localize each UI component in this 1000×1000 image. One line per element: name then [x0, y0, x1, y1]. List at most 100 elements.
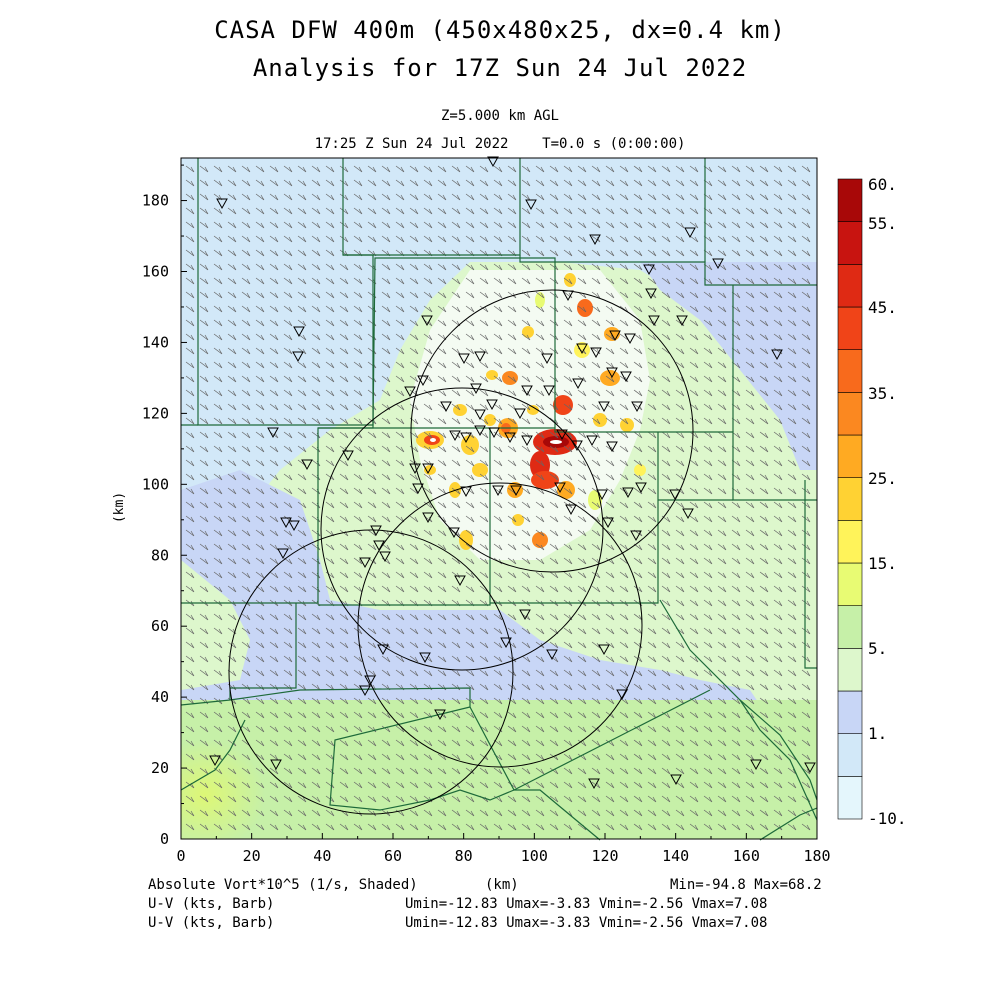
- wind-barb: [269, 389, 279, 397]
- wind-barb: [353, 487, 363, 495]
- wind-barb: [605, 165, 615, 173]
- wind-barb: [521, 753, 531, 761]
- wind-barb: [325, 809, 335, 817]
- wind-barb: [591, 459, 601, 467]
- wind-barb: [311, 263, 321, 271]
- wind-barb: [185, 487, 195, 495]
- wind-barb: [423, 445, 433, 453]
- wind-barb: [269, 571, 279, 579]
- wind-barb: [647, 193, 657, 201]
- wind-barb: [591, 823, 601, 831]
- wind-barb: [577, 473, 587, 481]
- wind-barb: [801, 361, 811, 369]
- wind-barb: [395, 627, 405, 635]
- wind-barb: [577, 557, 587, 565]
- wind-barb: [451, 823, 461, 831]
- wind-barb: [535, 543, 545, 551]
- station-marker: [606, 367, 618, 379]
- wind-barb: [549, 473, 559, 481]
- wind-barb: [451, 641, 461, 649]
- wind-barb: [549, 459, 559, 467]
- wind-barb: [717, 389, 727, 397]
- wind-barb: [689, 193, 699, 201]
- wind-barb: [535, 277, 545, 285]
- wind-barb: [787, 375, 797, 383]
- wind-barb: [647, 249, 657, 257]
- wind-barb: [339, 403, 349, 411]
- wind-barb: [619, 739, 629, 747]
- wind-barb: [717, 417, 727, 425]
- wind-barb: [185, 165, 195, 173]
- wind-barb: [367, 725, 377, 733]
- wind-barb: [633, 277, 643, 285]
- wind-barb: [633, 711, 643, 719]
- wind-barb: [381, 487, 391, 495]
- station-marker: [543, 385, 555, 397]
- wind-barb: [647, 739, 657, 747]
- wind-barb: [521, 725, 531, 733]
- wind-barb: [227, 207, 237, 215]
- wind-barb: [339, 767, 349, 775]
- wind-barb: [577, 277, 587, 285]
- wind-barb: [213, 613, 223, 621]
- wind-barb: [703, 767, 713, 775]
- wind-barb: [311, 277, 321, 285]
- wind-barb: [507, 557, 517, 565]
- wind-barb: [241, 641, 251, 649]
- wind-barb: [409, 781, 419, 789]
- wind-barb: [605, 459, 615, 467]
- wind-barb: [199, 235, 209, 243]
- wind-barb: [773, 781, 783, 789]
- wind-barb: [507, 515, 517, 523]
- wind-barb: [521, 403, 531, 411]
- station-marker: [616, 689, 628, 701]
- wind-barb: [703, 515, 713, 523]
- wind-barb: [255, 165, 265, 173]
- wind-barb: [465, 809, 475, 817]
- wind-barb: [451, 347, 461, 355]
- wind-barb: [521, 207, 531, 215]
- wind-barb: [353, 277, 363, 285]
- station-marker: [670, 774, 682, 786]
- wind-barb: [353, 375, 363, 383]
- wind-barb: [647, 347, 657, 355]
- wind-barb: [255, 739, 265, 747]
- wind-barb: [255, 305, 265, 313]
- wind-barb: [605, 179, 615, 187]
- station-marker: [576, 343, 588, 355]
- wind-barb: [255, 333, 265, 341]
- wind-barb: [283, 585, 293, 593]
- wind-barb: [381, 767, 391, 775]
- wind-barb: [689, 347, 699, 355]
- wind-barb: [255, 347, 265, 355]
- wind-barb: [661, 361, 671, 369]
- wind-barb: [535, 165, 545, 173]
- wind-barb: [451, 767, 461, 775]
- wind-barb: [703, 557, 713, 565]
- wind-barb: [283, 571, 293, 579]
- storm-cell: [557, 481, 575, 499]
- wind-barb: [353, 711, 363, 719]
- wind-barb: [633, 795, 643, 803]
- station-marker: [645, 288, 657, 300]
- wind-barb: [577, 221, 587, 229]
- wind-barb: [269, 417, 279, 425]
- wind-barb: [535, 795, 545, 803]
- storm-cell: [459, 530, 473, 550]
- wind-barb: [647, 389, 657, 397]
- wind-barb: [185, 235, 195, 243]
- wind-barb: [185, 739, 195, 747]
- wind-barb: [619, 207, 629, 215]
- wind-barb: [521, 179, 531, 187]
- wind-barb: [283, 809, 293, 817]
- station-marker: [342, 450, 354, 462]
- wind-barb: [661, 557, 671, 565]
- wind-barb: [605, 249, 615, 257]
- wind-barb: [493, 641, 503, 649]
- wind-barb: [395, 753, 405, 761]
- storm-cell: [512, 514, 524, 526]
- wind-barb: [437, 753, 447, 761]
- wind-barb: [325, 291, 335, 299]
- wind-barb: [213, 179, 223, 187]
- wind-barb: [423, 809, 433, 817]
